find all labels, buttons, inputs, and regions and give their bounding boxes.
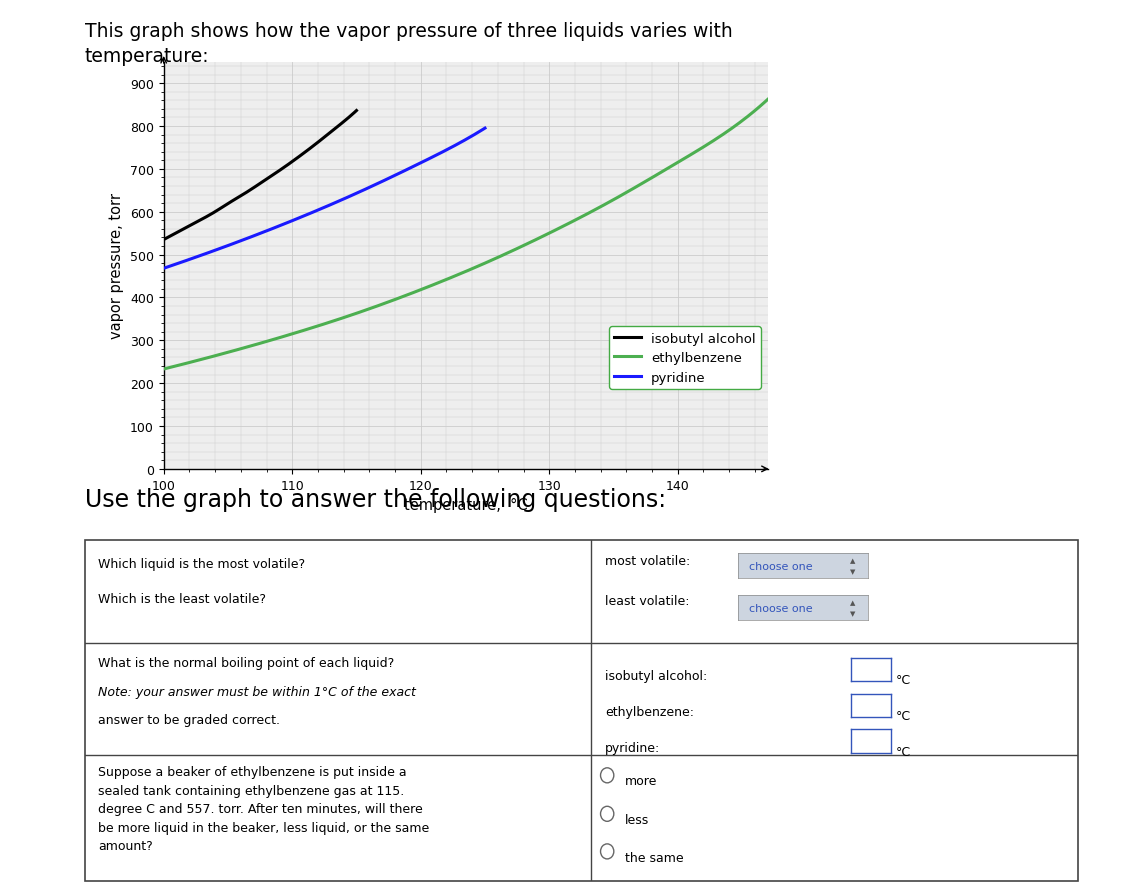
Text: ethylbenzene:: ethylbenzene: <box>605 705 694 719</box>
Text: ▼: ▼ <box>850 569 855 575</box>
Text: Use the graph to answer the following questions:: Use the graph to answer the following qu… <box>85 487 666 511</box>
Text: more: more <box>625 774 657 788</box>
Text: choose one: choose one <box>749 561 812 571</box>
Text: Which liquid is the most volatile?: Which liquid is the most volatile? <box>98 557 305 570</box>
Text: isobutyl alcohol:: isobutyl alcohol: <box>605 670 707 683</box>
Text: least volatile:: least volatile: <box>605 595 690 608</box>
Text: What is the normal boiling point of each liquid?: What is the normal boiling point of each… <box>98 656 394 670</box>
Text: Suppose a beaker of ethylbenzene is put inside a
sealed tank containing ethylben: Suppose a beaker of ethylbenzene is put … <box>98 765 429 853</box>
Legend: isobutyl alcohol, ethylbenzene, pyridine: isobutyl alcohol, ethylbenzene, pyridine <box>609 327 761 390</box>
Text: ▼: ▼ <box>850 611 855 617</box>
Text: pyridine:: pyridine: <box>605 741 660 755</box>
Text: °C: °C <box>896 673 911 687</box>
Text: most volatile:: most volatile: <box>605 554 690 568</box>
Text: answer to be graded correct.: answer to be graded correct. <box>98 713 280 727</box>
Text: This graph shows how the vapor pressure of three liquids varies with: This graph shows how the vapor pressure … <box>85 22 733 41</box>
Text: ▲: ▲ <box>850 599 855 605</box>
Text: the same: the same <box>625 850 684 864</box>
Y-axis label: vapor pressure, torr: vapor pressure, torr <box>110 193 124 339</box>
Text: Note: your answer must be within 1°C of the exact: Note: your answer must be within 1°C of … <box>98 685 417 698</box>
Text: Which is the least volatile?: Which is the least volatile? <box>98 593 266 606</box>
Text: °C: °C <box>896 709 911 722</box>
Text: temperature:: temperature: <box>85 46 209 65</box>
X-axis label: temperature,  °C: temperature, °C <box>404 498 527 512</box>
Text: °C: °C <box>896 745 911 758</box>
Text: ▲: ▲ <box>850 557 855 563</box>
Text: less: less <box>625 813 649 826</box>
Text: choose one: choose one <box>749 603 812 613</box>
